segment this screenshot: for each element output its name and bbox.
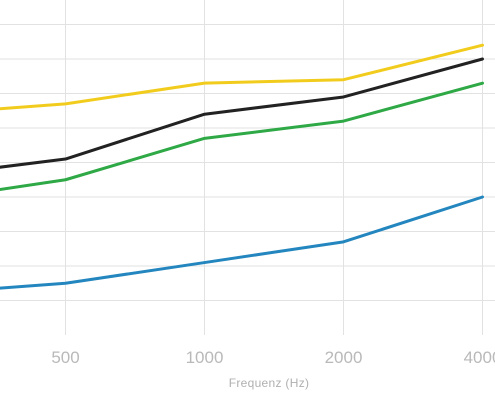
series-line-2	[0, 57, 484, 169]
series-lines	[0, 43, 484, 290]
series-line-1	[0, 43, 484, 111]
grid-lines	[0, 0, 495, 335]
series-line-4	[0, 195, 484, 290]
x-tick-label-1000: 1000	[186, 348, 224, 367]
x-axis-title: Frequenz (Hz)	[229, 376, 310, 390]
x-tick-label-4000: 4000	[464, 348, 495, 367]
x-tick-labels: 500 1000 2000 4000	[51, 348, 495, 367]
x-tick-label-2000: 2000	[325, 348, 363, 367]
x-tick-label-500: 500	[51, 348, 79, 367]
series-line-3	[0, 81, 484, 192]
